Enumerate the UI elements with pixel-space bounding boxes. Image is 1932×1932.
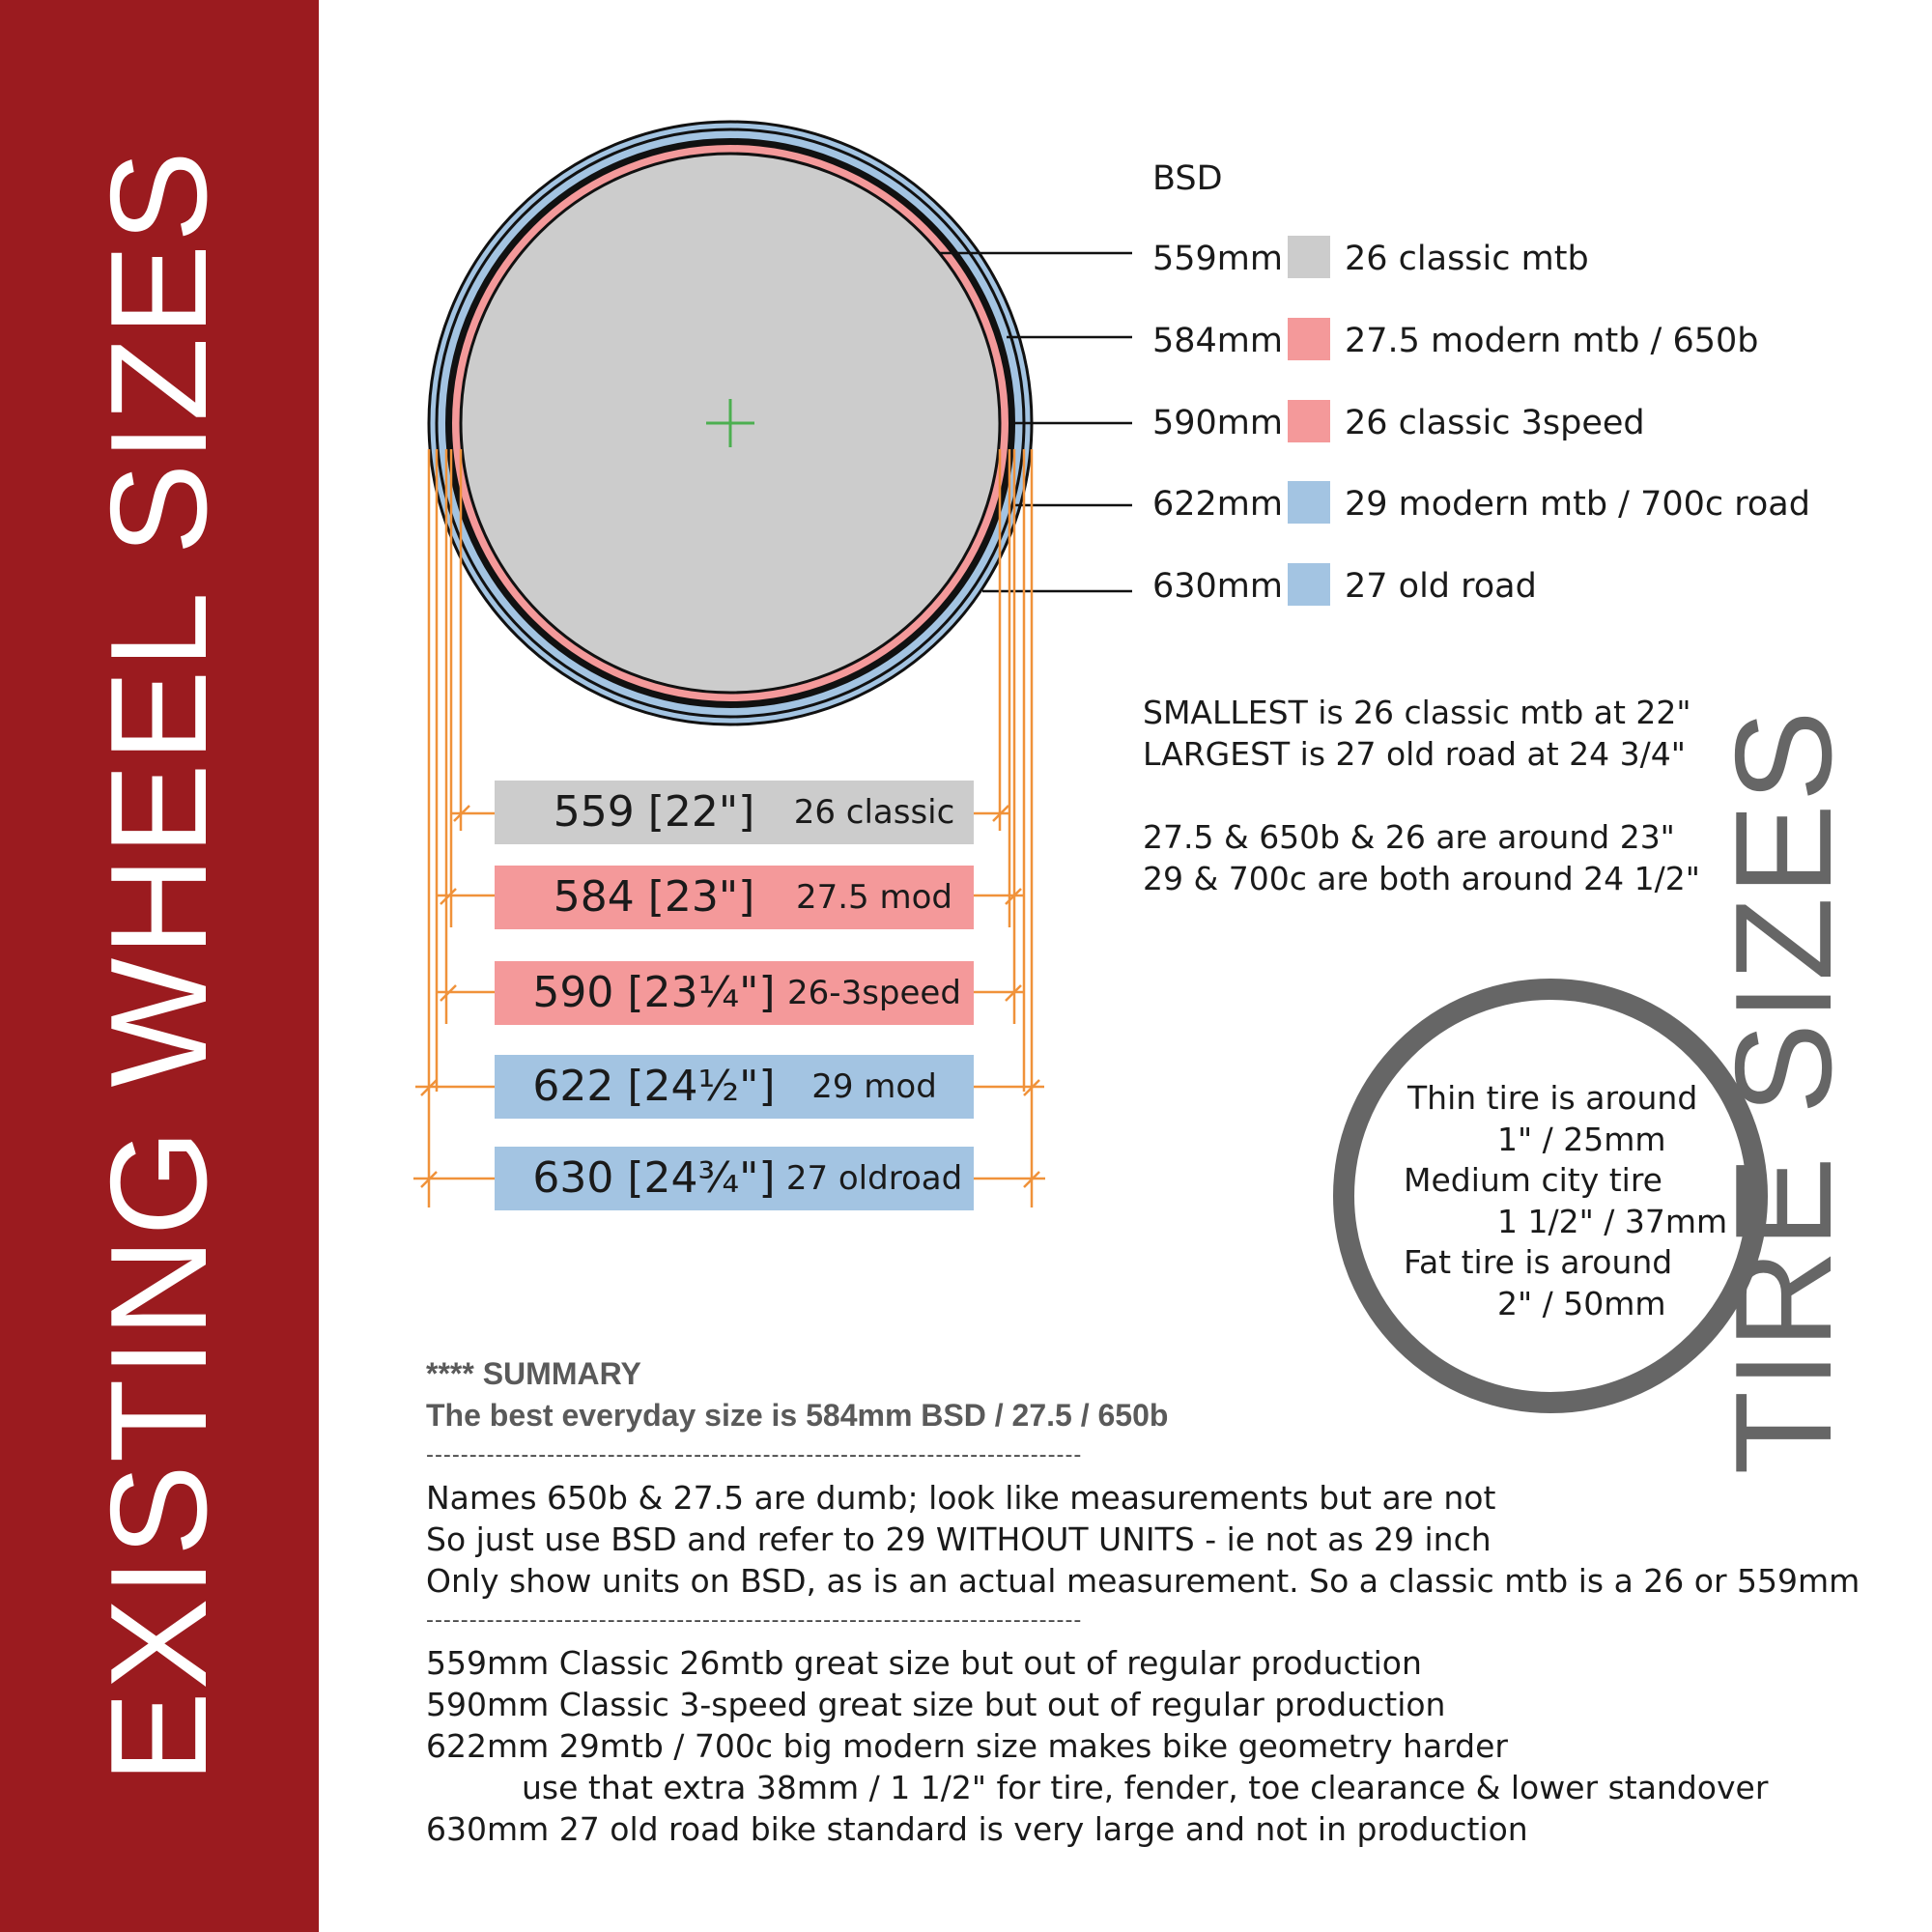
tire-ring [1333, 979, 1768, 1413]
tire-text: 1 1/2" / 37mm [1497, 1203, 1728, 1240]
bar-size-label: 590 [23¼"] [532, 968, 776, 1017]
legend-bsd: 622mm [1152, 485, 1283, 524]
summary-best: The best everyday size is 584mm BSD / 27… [426, 1398, 1169, 1433]
legend-name: 27 old road [1345, 567, 1537, 606]
dimension-lines [413, 449, 1045, 1208]
tire-text: Fat tire is around [1404, 1243, 1673, 1281]
legend-bsd: 590mm [1152, 404, 1283, 442]
legend-bsd: 584mm [1152, 322, 1283, 360]
summary-line: use that extra 38mm / 1 1/2" for tire, f… [522, 1769, 1769, 1806]
sidebar-panel: EXISTING WHEEL SIZES [0, 0, 319, 1932]
legend-name: 29 modern mtb / 700c road [1345, 485, 1810, 524]
bar-name-label: 27 oldroad [785, 1159, 963, 1198]
size-bar-559: 559 [22"] 26 classic [495, 781, 974, 844]
tire-text: 2" / 50mm [1497, 1285, 1666, 1322]
note-smallest: SMALLEST is 26 classic mtb at 22" [1143, 694, 1691, 731]
size-bar-630: 630 [24¾"] 27 oldroad [495, 1147, 974, 1210]
legend-bsd: 630mm [1152, 567, 1283, 606]
bar-name-label: 27.5 mod [795, 878, 952, 917]
legend-name: 27.5 modern mtb / 650b [1345, 322, 1759, 360]
center-mark-icon [706, 399, 754, 447]
legend-name: 26 classic 3speed [1345, 404, 1645, 442]
tire-text: Medium city tire [1404, 1161, 1662, 1199]
bar-size-label: 584 [23"] [553, 872, 755, 922]
bar-size-label: 559 [22"] [553, 787, 755, 837]
note-around-24-5: 29 & 700c are both around 24 1/2" [1143, 860, 1700, 897]
summary-line: So just use BSD and refer to 29 WITHOUT … [426, 1520, 1492, 1558]
bar-name-label: 29 mod [811, 1067, 937, 1106]
legend-swatch [1288, 318, 1330, 360]
bar-size-label: 622 [24½"] [532, 1062, 776, 1111]
bar-size-label: 630 [24¾"] [532, 1153, 776, 1203]
note-around-23: 27.5 & 650b & 26 are around 23" [1143, 818, 1675, 856]
summary-line: Names 650b & 27.5 are dumb; look like me… [426, 1479, 1496, 1517]
legend-leaders [939, 251, 1132, 593]
summary-line: 559mm Classic 26mtb great size but out o… [426, 1644, 1422, 1682]
divider: ----------------------------------------… [426, 1608, 1083, 1633]
legend-swatch [1288, 563, 1330, 606]
summary-line: Only show units on BSD, as is an actual … [426, 1562, 1861, 1600]
tire-text: 1" / 25mm [1497, 1121, 1666, 1158]
legend-name: 26 classic mtb [1345, 240, 1589, 278]
summary-heading: **** SUMMARY [426, 1356, 641, 1391]
size-bar-590: 590 [23¼"] 26-3speed [495, 961, 974, 1025]
summary-line: 630mm 27 old road bike standard is very … [426, 1810, 1528, 1848]
legend-bsd: 559mm [1152, 240, 1283, 278]
legend-header: BSD [1152, 159, 1223, 198]
legend-swatch [1288, 481, 1330, 524]
bar-name-label: 26-3speed [787, 974, 961, 1012]
bar-name-label: 26 classic [793, 793, 955, 832]
note-largest: LARGEST is 27 old road at 24 3/4" [1143, 735, 1686, 773]
legend-swatch [1288, 236, 1330, 278]
legend-swatch [1288, 400, 1330, 442]
tire-text: Thin tire is around [1407, 1079, 1698, 1117]
divider: ----------------------------------------… [426, 1443, 1083, 1467]
summary-line: 622mm 29mtb / 700c big modern size makes… [426, 1727, 1509, 1765]
size-bar-622: 622 [24½"] 29 mod [495, 1055, 974, 1119]
size-bar-584: 584 [23"] 27.5 mod [495, 866, 974, 929]
tire-sizes-title: TIRE SIZES [1707, 708, 1861, 1475]
summary-line: 590mm Classic 3-speed great size but out… [426, 1686, 1446, 1723]
